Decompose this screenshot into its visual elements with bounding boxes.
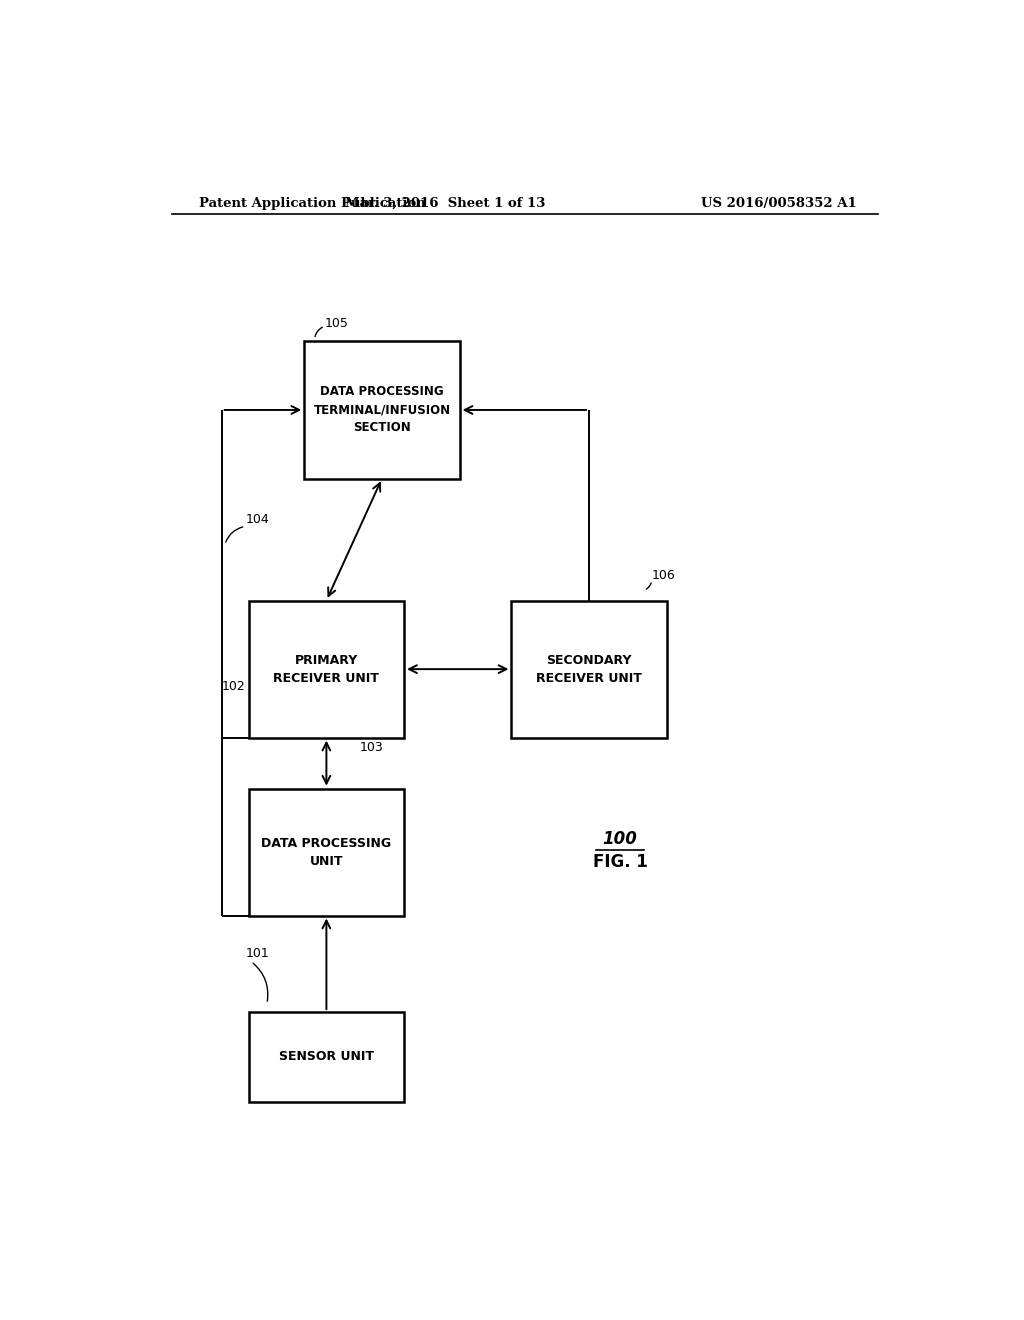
Text: Patent Application Publication: Patent Application Publication — [200, 197, 426, 210]
Text: 105: 105 — [325, 317, 349, 330]
Text: 106: 106 — [652, 569, 676, 582]
Text: 104: 104 — [246, 512, 269, 525]
Bar — [249, 788, 404, 916]
Text: 100: 100 — [602, 830, 638, 849]
Text: Mar. 3, 2016  Sheet 1 of 13: Mar. 3, 2016 Sheet 1 of 13 — [345, 197, 546, 210]
Text: DATA PROCESSING
UNIT: DATA PROCESSING UNIT — [261, 837, 391, 867]
Text: SENSOR UNIT: SENSOR UNIT — [279, 1051, 374, 1064]
Bar — [249, 1012, 404, 1102]
Text: 102: 102 — [221, 680, 246, 693]
Bar — [511, 601, 667, 738]
Text: PRIMARY
RECEIVER UNIT: PRIMARY RECEIVER UNIT — [273, 653, 379, 685]
Text: US 2016/0058352 A1: US 2016/0058352 A1 — [700, 197, 857, 210]
Text: FIG. 1: FIG. 1 — [593, 853, 647, 871]
Bar — [249, 601, 404, 738]
Text: 103: 103 — [359, 742, 383, 755]
Text: SECONDARY
RECEIVER UNIT: SECONDARY RECEIVER UNIT — [537, 653, 642, 685]
Text: DATA PROCESSING
TERMINAL/INFUSION
SECTION: DATA PROCESSING TERMINAL/INFUSION SECTIO… — [313, 385, 451, 434]
Bar — [304, 342, 460, 479]
Text: 101: 101 — [246, 946, 269, 960]
